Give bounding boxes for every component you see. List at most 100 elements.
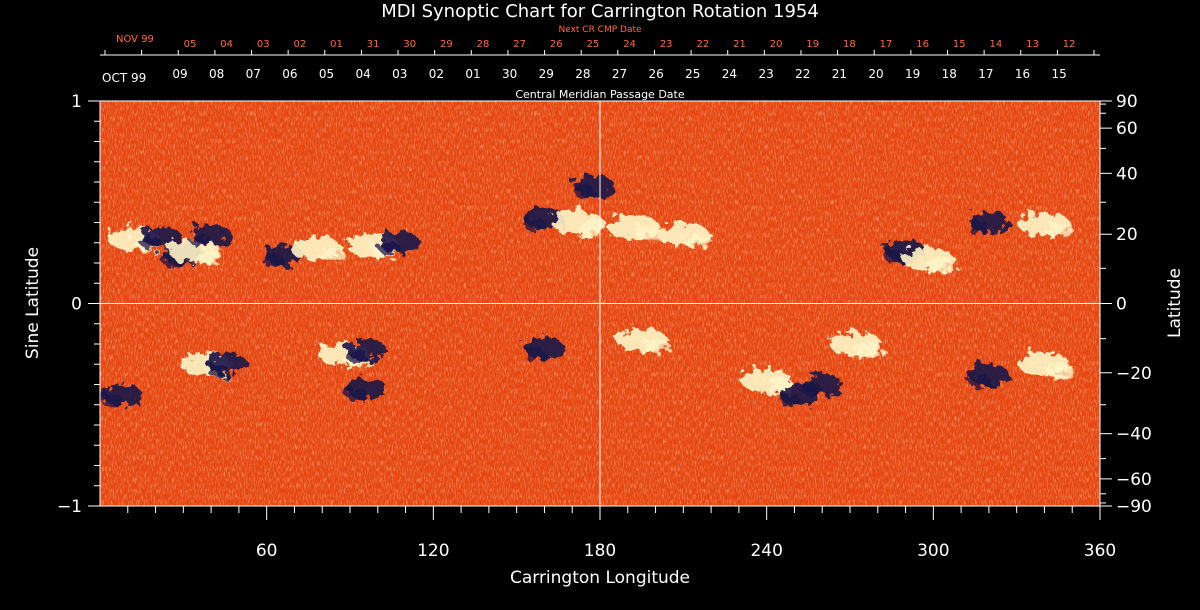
x-tick-label-120: 120 [417,541,449,561]
positive-field-patch [927,257,957,273]
next-cmp-date-label: 05 [184,39,197,50]
next-cmp-date-label: 12 [1063,39,1076,50]
positive-field-patch [1044,363,1073,378]
negative-field-patch [101,394,124,408]
x-tick-label-240: 240 [750,541,782,561]
y-right-tick-label: −40 [1116,425,1152,445]
x-tick-label-300: 300 [917,541,949,561]
positive-field-patch [641,338,670,354]
next-cmp-date-label: 23 [660,39,673,50]
y-right-tick-label: −60 [1116,470,1152,490]
negative-field-patch [967,221,990,236]
y-right-tick-label: −90 [1116,497,1152,517]
cmp-date-label: 06 [282,67,297,81]
cmp-date-label: 08 [209,67,224,81]
cmp-date-label: 01 [465,67,480,81]
cmp-date-label: 07 [246,67,261,81]
axes: 60 120 180 240 300 360 1 0 −1 90 60 40 20 0 −20 −40 −60 −… [57,92,1152,561]
cmp-date-label: 19 [905,67,920,81]
negative-field-patch [262,254,285,268]
cmp-date-label: 28 [575,67,590,81]
negative-field-patch [801,383,824,398]
cmp-date-label: 20 [868,67,883,81]
next-cmp-date-label: 29 [440,39,453,50]
y-right-tick-label: −20 [1116,364,1152,384]
y-right-tick-label: 60 [1116,119,1138,139]
next-cmp-date-label: 02 [294,39,307,50]
cmp-date-label: 02 [429,67,444,81]
cmp-date-label: 04 [356,67,371,81]
y-left-tick-label: −1 [57,497,82,517]
positive-field-patch [577,221,607,236]
next-cmp-date-label: 19 [806,39,819,50]
cmp-date-label: 05 [319,67,334,81]
next-cmp-axis-label: Next CR CMP Date [558,25,642,35]
y-axis-label-left: Sine Latitude [23,247,43,359]
next-cmp-date-label: 25 [587,39,600,50]
next-cmp-date-label: 17 [880,39,893,50]
next-cmp-date-label: 04 [220,39,233,50]
positive-field-patch [1044,223,1073,238]
next-cmp-date-label: 22 [696,39,709,50]
cmp-date-label: 22 [795,67,810,81]
next-cmp-date-label: 27 [513,39,526,50]
y-right-tick-label: 0 [1116,295,1127,315]
next-cmp-date-label: 24 [623,39,636,50]
positive-field-patch [194,249,223,265]
plot-area [100,101,1100,506]
y-left-tick-label: 0 [71,295,82,315]
next-cmp-date-label: 18 [843,39,856,50]
negative-field-patch [573,185,596,199]
negative-field-patch [206,363,229,377]
next-cmp-date-label: 03 [257,39,270,50]
next-cmp-date-label: 21 [733,39,746,50]
next-cmp-date-label: 14 [989,39,1002,50]
next-cmp-date-label: 01 [330,39,343,50]
cmp-date-label: 18 [942,67,957,81]
negative-field-patch [379,242,401,256]
cmp-date-label: 21 [832,67,847,81]
next-cmp-date-label: 13 [1026,39,1039,50]
negative-field-patch [967,373,990,387]
cmp-date-label: 25 [685,67,700,81]
chart-title: MDI Synoptic Chart for Carrington Rotati… [381,1,819,22]
y-left-tick-label: 1 [71,92,82,112]
next-cmp-date-label: 20 [770,39,783,50]
next-cmp-date-label: 15 [953,39,966,50]
cmp-date-label: 03 [392,67,407,81]
cmp-date-label: 17 [978,67,993,81]
x-tick-label-360: 360 [1084,541,1116,561]
cmp-date-label: 27 [612,67,627,81]
positive-field-patch [855,342,884,358]
x-tick-label-60: 60 [256,541,278,561]
next-cmp-date-label: 31 [367,39,380,50]
x-tick-label-180: 180 [584,541,616,561]
negative-field-patch [190,234,213,248]
next-cmp-date-label: 26 [550,39,563,50]
cmp-date-label: 29 [539,67,554,81]
next-cmp-date-label: 30 [403,39,416,50]
negative-field-patch [779,394,801,408]
negative-field-patch [884,250,907,264]
cmp-date-label: 26 [649,67,664,81]
cmp-axis-label: Central Meridian Passage Date [515,88,684,101]
next-cmp-start-label: NOV 99 [116,34,154,45]
top-date-axes: Next CR CMP Date NOV 99 OCT 99 Central M… [100,25,1100,101]
x-axis-label: Carrington Longitude [510,568,690,588]
negative-field-patch [523,347,546,361]
positive-field-patch [683,233,712,248]
cmp-date-label: 16 [1015,67,1030,81]
cmp-date-label: 09 [172,67,187,81]
active-regions [101,175,1073,408]
negative-field-patch [345,349,368,363]
y-right-tick-label: 20 [1116,225,1138,245]
cmp-start-label: OCT 99 [102,71,146,85]
y-right-tick-label: 90 [1116,92,1138,112]
positive-field-patch [633,225,662,240]
next-cmp-date-label: 28 [477,39,490,50]
cmp-date-label: 23 [758,67,773,81]
y-right-tick-label: 40 [1116,164,1138,184]
negative-field-patch [523,217,546,232]
cmp-date-label: 30 [502,67,517,81]
